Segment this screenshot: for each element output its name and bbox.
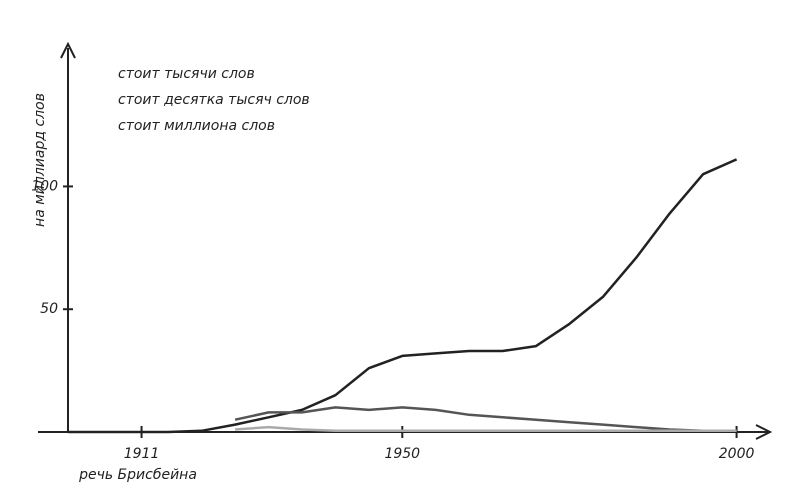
series-line bbox=[234, 406, 737, 433]
x-tick-label: 2000 bbox=[719, 446, 755, 462]
series-line bbox=[68, 158, 738, 434]
x-tick-label: 1950 bbox=[384, 446, 420, 462]
x-arrow bbox=[755, 424, 773, 440]
y-tick-label: 100 bbox=[31, 178, 58, 194]
legend-label: стоит десятка тысяч слов bbox=[118, 92, 310, 108]
y-arrow bbox=[60, 41, 76, 59]
y-tick-label: 50 bbox=[40, 301, 58, 317]
legend-label: стоит тысячи слов bbox=[118, 66, 255, 82]
y-axis-label: на миллиард слов bbox=[32, 93, 48, 227]
annotation: речь Брисбейна bbox=[78, 467, 197, 483]
series-line bbox=[235, 425, 737, 433]
x-tick-label: 1911 bbox=[124, 446, 160, 462]
legend-label: стоит миллиона слов bbox=[118, 118, 275, 134]
